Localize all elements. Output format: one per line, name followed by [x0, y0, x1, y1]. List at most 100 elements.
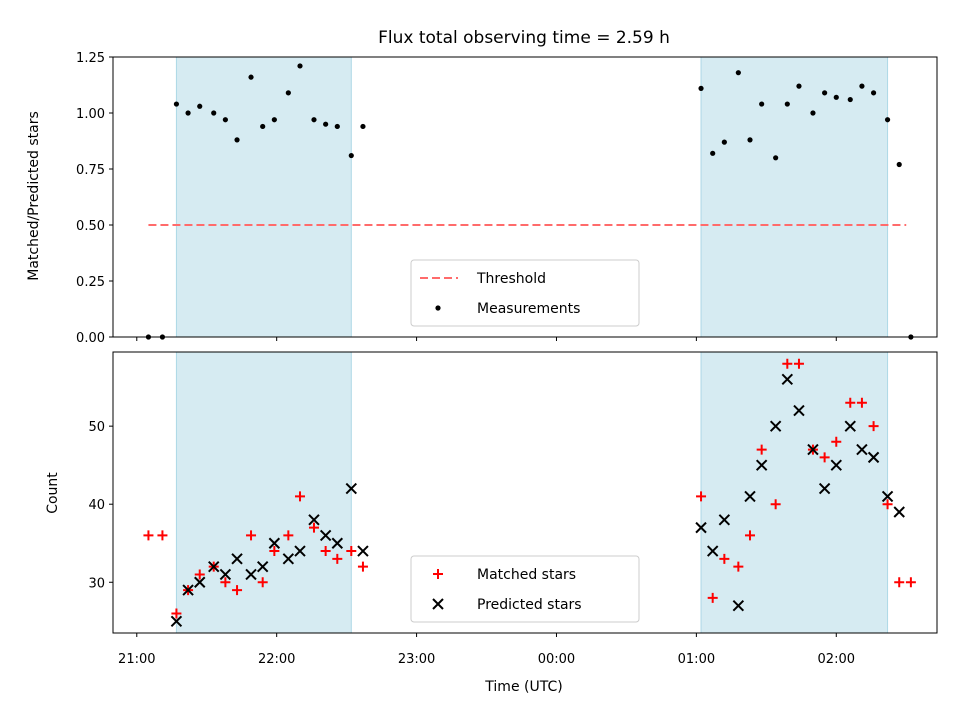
x-axis-label: Time (UTC): [484, 679, 562, 695]
data-point: [311, 117, 317, 123]
data-point: [297, 63, 303, 69]
data-point: [870, 90, 877, 96]
x-tick-label: 22:00: [258, 652, 295, 667]
data-point: [759, 101, 765, 107]
data-point: [756, 444, 767, 455]
data-point: [882, 499, 893, 510]
data-point: [710, 150, 716, 156]
data-point: [357, 561, 368, 572]
data-point: [884, 117, 891, 123]
legend-box: [410, 555, 640, 623]
observing-window-shade: [700, 351, 889, 634]
data-point: [807, 443, 819, 456]
data-point: [881, 490, 894, 503]
data-point: [698, 85, 704, 91]
data-point: [706, 545, 719, 557]
data-point: [782, 358, 793, 369]
data-point: [197, 103, 203, 109]
data-point: [157, 530, 168, 541]
data-point: [696, 491, 707, 502]
data-point: [308, 522, 319, 533]
data-point: [818, 482, 831, 495]
data-point: [308, 514, 320, 526]
plot-layer: 0.00 0.25 0.50 0.75 1.00 1.25 Threshold Measure…: [76, 51, 938, 667]
data-point: [194, 569, 205, 580]
data-point: [346, 546, 357, 557]
data-point: [793, 358, 804, 369]
data-point: [268, 537, 281, 549]
data-point: [719, 553, 730, 564]
legend: Threshold Measurements: [410, 259, 640, 327]
data-point: [320, 546, 331, 557]
data-point: [331, 537, 344, 549]
data-point: [222, 117, 228, 123]
data-point: [896, 161, 902, 168]
data-point: [231, 553, 243, 565]
data-point: [219, 568, 232, 581]
data-point: [773, 155, 779, 161]
data-point: [744, 490, 756, 503]
data-point: [345, 482, 358, 495]
data-point: [211, 110, 217, 116]
data-point: [208, 560, 220, 573]
data-point: [707, 592, 718, 603]
data-point: [718, 514, 731, 526]
data-point: [357, 545, 369, 557]
data-point: [170, 615, 183, 627]
data-point: [173, 101, 180, 107]
data-point: [822, 90, 828, 96]
data-point: [784, 101, 790, 107]
data-point: [220, 577, 231, 588]
y-axis-label-ratio: Matched/Predicted stars: [26, 111, 42, 281]
data-point: [294, 491, 305, 502]
data-point: [323, 121, 329, 127]
y-tick-label: 30: [88, 576, 105, 591]
y-tick-label: 0.50: [76, 219, 105, 234]
panel-1: 0.00 0.25 0.50 0.75 1.00 1.25 Threshold Measure…: [76, 51, 938, 346]
data-point: [695, 521, 707, 534]
data-point: [905, 577, 916, 588]
data-point: [283, 530, 294, 541]
legend-label: Matched stars: [477, 567, 576, 583]
data-point: [234, 137, 240, 143]
data-point: [194, 576, 206, 588]
data-point: [232, 585, 243, 596]
data-point: [830, 459, 842, 471]
observing-window-shade: [700, 56, 889, 338]
data-point: [143, 530, 154, 541]
data-point: [859, 83, 865, 89]
x-tick-label: 02:00: [818, 652, 855, 667]
series-predicted-stars: [170, 373, 905, 627]
data-point: [810, 110, 816, 116]
data-point: [171, 608, 182, 619]
legend-label: Predicted stars: [477, 597, 582, 613]
data-point: [360, 123, 366, 130]
data-point: [182, 584, 194, 596]
data-point: [334, 123, 340, 130]
axes-frame: [112, 351, 938, 634]
data-point: [868, 421, 879, 432]
data-point: [248, 74, 254, 80]
legend-label: Measurements: [477, 301, 580, 317]
data-point: [257, 577, 268, 588]
y-tick-label: 1.25: [76, 51, 105, 66]
data-point: [894, 577, 905, 588]
data-point: [294, 545, 306, 557]
legend: Matched stars Predicted stars: [410, 555, 640, 623]
legend-marker: [433, 569, 443, 579]
data-point: [282, 553, 295, 565]
y-tick-label: 1.00: [76, 107, 105, 122]
data-point: [732, 599, 745, 612]
data-point: [770, 499, 781, 510]
data-point: [285, 90, 291, 96]
series-matched-stars: [143, 358, 916, 619]
data-point: [755, 459, 768, 471]
data-point: [847, 96, 853, 103]
data-point: [269, 546, 280, 557]
data-point: [769, 420, 782, 432]
data-point: [747, 137, 753, 143]
x-tick-label: 21:00: [118, 652, 155, 667]
data-point: [246, 530, 257, 541]
y-axis-label-count: Count: [45, 472, 61, 514]
